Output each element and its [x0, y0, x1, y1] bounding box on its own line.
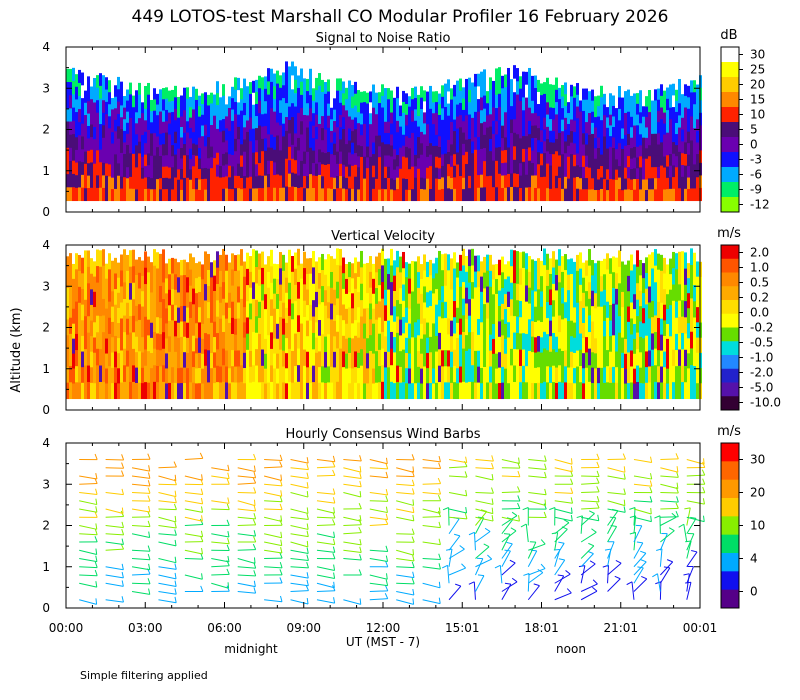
colorbar-tick-label: -0.2: [750, 321, 773, 335]
y-tick-label: 2: [42, 519, 50, 533]
colorbar-tick-label: 30: [750, 48, 765, 62]
axes: 0 1 2 3 4 0 1 2 3 4 0 1 2 3 4: [42, 40, 701, 615]
colorbar-tick-label: 20: [750, 486, 765, 500]
colorbar-tick-label: -3: [750, 153, 762, 167]
y-tick-label: 2: [42, 123, 50, 137]
snr-panel-title: Signal to Noise Ratio: [316, 31, 451, 46]
colorbar-tick-label: 25: [750, 63, 765, 77]
velocity-panel-title: Vertical Velocity: [331, 229, 435, 244]
colorbar-tick-label: 15: [750, 93, 765, 107]
colorbar-tick-label: 4: [750, 552, 758, 566]
y-tick-label: 1: [42, 164, 50, 178]
colorbar-tick-label: 2.0: [750, 246, 769, 260]
y-tick-label: 4: [42, 40, 50, 54]
colorbar-tick-label: -5.0: [750, 381, 773, 395]
footnote: Simple filtering applied: [80, 669, 208, 682]
colorbar-tick-label: 20: [750, 78, 765, 92]
windbarb-panel-title: Hourly Consensus Wind Barbs: [285, 427, 480, 442]
colorbar-tick-label: 0.5: [750, 276, 769, 290]
x-tick-label: 15:01: [445, 621, 480, 635]
colorbar-tick-label: 0.2: [750, 291, 769, 305]
y-tick-label: 3: [42, 81, 50, 95]
y-tick-label: 0: [42, 205, 50, 219]
noon-label: noon: [556, 642, 586, 656]
y-tick-label: 2: [42, 321, 50, 335]
colorbar-tick-label: 0.0: [750, 306, 769, 320]
velocity-colorbar: 2.01.00.50.20.0-0.2-0.5-1.0-2.0-5.0-10.0…: [717, 226, 781, 411]
colorbar-unit: m/s: [717, 424, 741, 439]
figure-title: 449 LOTOS-test Marshall CO Modular Profi…: [132, 7, 669, 27]
wind-barbs: [79, 452, 706, 605]
colorbar-tick-label: -6: [750, 168, 762, 182]
colorbar-tick-label: 1.0: [750, 261, 769, 275]
x-tick-label: 06:00: [207, 621, 242, 635]
colorbar-tick-label: 0: [750, 585, 758, 599]
y-tick-label: 4: [42, 436, 50, 450]
windbarb-colorbar: 30 20 10 4 0 m/s: [717, 424, 765, 609]
colorbar-tick-label: -1.0: [750, 351, 773, 365]
colorbar-unit: dB: [720, 28, 737, 43]
y-tick-label: 1: [42, 560, 50, 574]
colorbar-tick-label: -9: [750, 183, 762, 197]
colorbar-tick-label: -10.0: [750, 396, 781, 410]
y-axis-label: Altitude (km): [9, 307, 24, 392]
colorbar-tick-label: -12: [750, 198, 770, 212]
y-tick-label: 4: [42, 238, 50, 252]
midnight-label: midnight: [224, 642, 278, 656]
colorbar-tick-label: -0.5: [750, 336, 773, 350]
x-tick-label: 00:01: [683, 621, 718, 635]
colorbar-tick-label: -2.0: [750, 366, 773, 380]
x-tick-label: 09:00: [286, 621, 321, 635]
colorbar-tick-label: 10: [750, 108, 765, 122]
velocity-heatmap: [66, 248, 702, 400]
y-tick-label: 1: [42, 362, 50, 376]
x-tick-label: 03:00: [128, 621, 163, 635]
colorbar-tick-label: 30: [750, 453, 765, 467]
snr-heatmap: [66, 61, 702, 202]
x-tick-label: 00:00: [49, 621, 84, 635]
x-tick-labels: 00:00 03:00 06:00 09:00 12:00 15:01 18:01 21:01…: [49, 621, 718, 635]
y-tick-label: 0: [42, 403, 50, 417]
x-tick-label: 18:01: [524, 621, 559, 635]
y-tick-label: 3: [42, 279, 50, 293]
y-tick-label: 0: [42, 601, 50, 615]
colorbar-tick-label: 10: [750, 519, 765, 533]
y-tick-label: 3: [42, 477, 50, 491]
x-tick-label: 21:01: [603, 621, 638, 635]
colorbar-unit: m/s: [717, 226, 741, 241]
colorbar-tick-label: 5: [750, 123, 758, 137]
x-tick-label: 12:00: [366, 621, 401, 635]
colorbar-tick-label: 0: [750, 138, 758, 152]
x-axis-label: UT (MST - 7): [346, 635, 420, 649]
